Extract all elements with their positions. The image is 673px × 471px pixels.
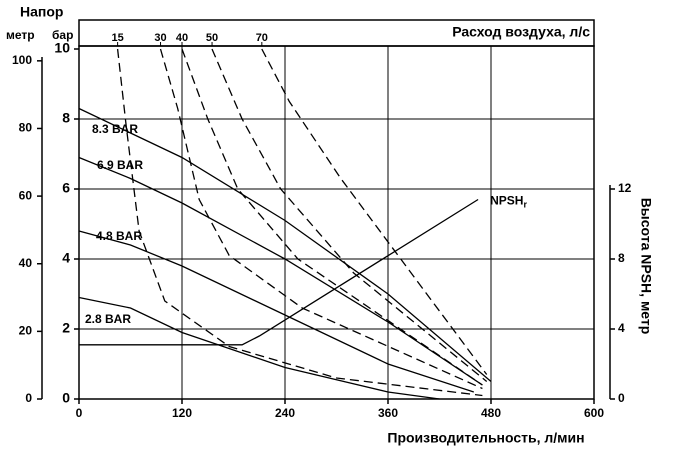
y2-tick-label: 0 <box>618 391 625 405</box>
pressure-curve <box>78 156 483 386</box>
air-flow-label: 15 <box>112 32 124 44</box>
air-flow-curve <box>159 48 483 390</box>
y-label-metre: метр <box>6 28 35 42</box>
x-tick-label: 600 <box>584 406 604 420</box>
title-left: Напор <box>20 4 63 20</box>
y2-tick-label: 12 <box>618 181 632 195</box>
x-tick-label: 120 <box>172 406 192 420</box>
x-tick-label: 0 <box>76 406 83 420</box>
y-tick-label: 2 <box>62 320 70 336</box>
metre-tick-label: 40 <box>19 256 33 270</box>
x-label: Производительность, л/мин <box>387 430 584 446</box>
pressure-curve <box>78 107 492 382</box>
metre-tick-label: 0 <box>25 391 32 405</box>
plot-frame <box>78 45 595 400</box>
air-flow-label: 50 <box>206 32 218 44</box>
pressure-label: 4.8 BAR <box>96 229 142 243</box>
air-flow-curve <box>211 48 488 383</box>
pressure-label: 2.8 BAR <box>85 312 131 326</box>
pressure-curve <box>78 296 440 400</box>
air-flow-curve <box>116 48 483 397</box>
y-tick-label: 10 <box>54 40 70 56</box>
y-label: бар <box>52 28 73 42</box>
pressure-curve <box>78 230 475 393</box>
y-tick-label: 0 <box>62 390 70 406</box>
y-tick-label: 4 <box>62 250 70 266</box>
x-tick-label: 480 <box>481 406 501 420</box>
metre-tick-label: 20 <box>19 324 33 338</box>
y2-tick-label: 8 <box>618 251 625 265</box>
air-flow-curve <box>181 48 483 386</box>
metre-tick-label: 100 <box>12 53 32 67</box>
x-tick-label: 360 <box>378 406 398 420</box>
npsh-subscript: r <box>523 200 527 210</box>
top-axis-label: Расход воздуха, л/с <box>452 24 590 40</box>
air-flow-label: 30 <box>154 32 166 44</box>
metre-tick-label: 80 <box>19 121 33 135</box>
y-tick-label: 6 <box>62 180 70 196</box>
y2-label: Высота NPSH, метр <box>638 198 654 335</box>
pressure-label: 6.9 BAR <box>97 158 143 172</box>
y-tick-label: 8 <box>62 110 70 126</box>
npsh-label: NPSHr <box>490 194 527 210</box>
air-flow-label: 40 <box>176 32 188 44</box>
npsh-name: NPSH <box>490 194 523 208</box>
air-flow-label: 70 <box>256 32 268 44</box>
y2-tick-label: 4 <box>618 321 625 335</box>
air-flow-curve <box>261 48 488 375</box>
x-tick-label: 240 <box>275 406 295 420</box>
metre-tick-label: 60 <box>19 188 33 202</box>
npsh-curve <box>79 198 479 346</box>
pressure-label: 8.3 BAR <box>92 122 138 136</box>
